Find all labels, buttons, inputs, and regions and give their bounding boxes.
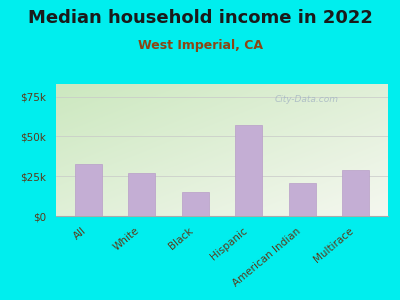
- Text: Median household income in 2022: Median household income in 2022: [28, 9, 372, 27]
- Text: City-Data.com: City-Data.com: [275, 94, 339, 103]
- Bar: [342, 170, 369, 216]
- Bar: [235, 125, 262, 216]
- Bar: [128, 173, 155, 216]
- Bar: [289, 183, 316, 216]
- Bar: [75, 164, 102, 216]
- Text: West Imperial, CA: West Imperial, CA: [138, 39, 262, 52]
- Bar: [182, 192, 209, 216]
